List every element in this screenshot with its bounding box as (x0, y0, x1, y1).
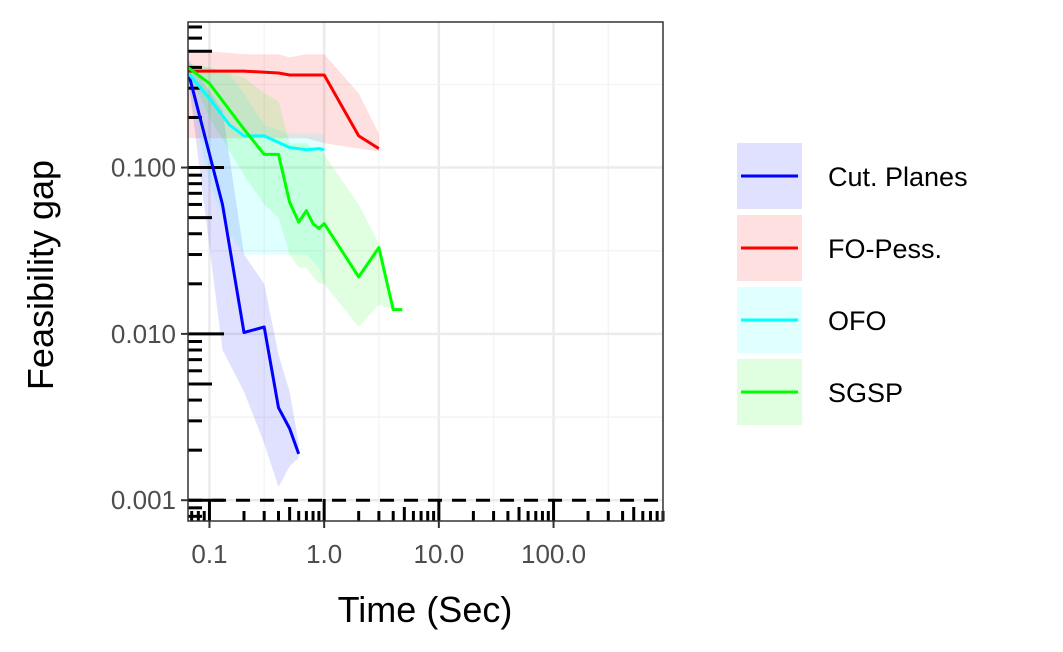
y-axis-ticks: 0.001 0.010 0.100 (111, 153, 188, 515)
band-cut-planes (188, 58, 299, 488)
x-tick-label: 1.0 (306, 539, 342, 569)
x-axis-ticks: 0.1 1.0 10.0 100.0 (191, 521, 586, 569)
y-tick-label: 0.001 (111, 485, 176, 515)
line-ofo (188, 72, 325, 152)
series-lines (188, 66, 403, 455)
x-tick-label: 0.1 (191, 539, 227, 569)
legend-label-sgsp: SGSP (828, 378, 903, 408)
x-axis-title: Time (Sec) (338, 589, 513, 630)
legend-label-ofo: OFO (828, 306, 887, 336)
x-tick-label: 10.0 (414, 539, 465, 569)
line-sgsp (188, 66, 403, 312)
y-tick-label: 0.010 (111, 319, 176, 349)
y-tick-label: 0.100 (111, 153, 176, 183)
legend-label-cut-planes: Cut. Planes (828, 162, 968, 192)
line-fo-pess- (188, 69, 380, 150)
line-cut-planes (188, 70, 301, 455)
band-fo-pess- (188, 51, 379, 152)
legend: Cut. Planes FO-Pess. OFO SGSP (737, 143, 968, 425)
legend-label-fo-pess-: FO-Pess. (828, 234, 942, 264)
plot-panel-background (188, 22, 663, 521)
x-tick-label: 100.0 (521, 539, 586, 569)
band-ofo (188, 63, 325, 284)
plot-panel-border (187, 21, 664, 522)
y-axis-title: Feasibility gap (20, 160, 61, 390)
